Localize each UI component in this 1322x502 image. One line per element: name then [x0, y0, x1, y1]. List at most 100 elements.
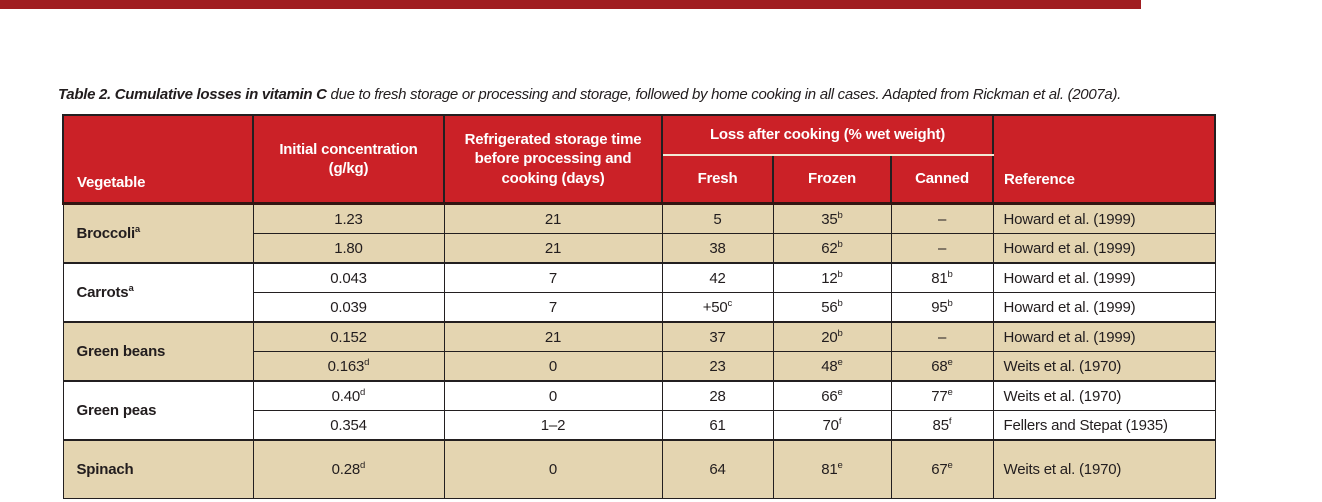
cell-value: –	[937, 210, 947, 228]
cell-value: 66	[821, 387, 838, 405]
cell-loss-frozen: 56b	[772, 292, 892, 323]
footnote-marker: c	[727, 297, 733, 309]
cell-value: 77	[931, 387, 948, 405]
cell-storage-days: 7	[443, 292, 663, 323]
cell-loss-canned: 77e	[890, 380, 994, 411]
cell-loss-frozen: 81e	[772, 439, 892, 499]
caption-text: due to fresh storage or processing and s…	[326, 86, 1122, 103]
vegetable-name: Spinach	[76, 461, 134, 478]
footnote-marker: b	[837, 238, 843, 250]
cell-reference: Howard et al. (1999)	[992, 292, 1216, 323]
table-caption: Table 2. Cumulative losses in vitamin C …	[58, 86, 1308, 103]
cell-value: 48	[821, 357, 838, 375]
cell-loss-frozen: 35b	[772, 202, 892, 234]
cell-loss-frozen: 62b	[772, 233, 892, 264]
cell-loss-fresh: 37	[661, 321, 774, 352]
table-header: Vegetable Initial concentration (g/kg) R…	[62, 114, 1217, 205]
cell-reference: Howard et al. (1999)	[992, 262, 1216, 293]
cell-loss-frozen: 20b	[772, 321, 892, 352]
cell-loss-fresh: 5	[661, 202, 774, 234]
cell-value: 62	[821, 239, 838, 257]
top-accent-bar	[0, 0, 1141, 9]
table-row: Carrotsa 0.043 7 42 12b 81b Howard et al…	[62, 262, 1216, 323]
cell-value: Weits et al. (1970)	[1003, 357, 1122, 375]
cell-storage-days: 21	[443, 233, 663, 264]
cell-initial-concentration: 0.40d	[252, 380, 445, 411]
cell-storage-days: 21	[443, 321, 663, 352]
header-fresh: Fresh	[661, 154, 774, 205]
vegetable-name: Broccoli	[76, 225, 136, 242]
vitamin-c-loss-table: Vegetable Initial concentration (g/kg) R…	[62, 114, 1217, 499]
table-body: Broccoli a 1.23 21 5 35b – Howard et al. …	[62, 202, 1216, 499]
footnote-marker: e	[837, 460, 843, 471]
cell-reference: Fellers and Stepat (1935)	[992, 410, 1216, 441]
cell-value: 85	[932, 416, 950, 434]
header-frozen: Frozen	[772, 154, 892, 205]
cell-value: 0.152	[330, 328, 367, 346]
cell-loss-fresh: 28	[661, 380, 774, 411]
caption-title: Table 2. Cumulative losses in vitamin C	[58, 86, 327, 103]
cell-reference: Howard et al. (1999)	[992, 321, 1216, 352]
cell-value: 23	[709, 357, 726, 375]
header-row-main: Vegetable Initial concentration (g/kg) R…	[62, 114, 1217, 205]
cell-value: 81	[821, 461, 838, 478]
cell-loss-fresh: 61	[661, 410, 774, 441]
cell-loss-frozen: 48e	[772, 351, 892, 382]
cell-value: –	[937, 239, 947, 257]
cell-value: 20	[821, 328, 838, 346]
cell-value: 61	[709, 416, 726, 434]
cell-loss-frozen: 70f	[772, 410, 892, 441]
cell-value: 21	[544, 239, 562, 257]
footnote-marker: e	[837, 386, 843, 398]
header-reference: Reference	[992, 114, 1217, 205]
cell-initial-concentration: 1.80	[252, 233, 445, 264]
cell-value: 1.80	[334, 239, 363, 257]
table-row: 0.163d 0 23 48e 68e Weits et al. (1970)	[63, 351, 1216, 382]
cell-storage-days: 0	[443, 439, 663, 499]
cell-value: 7	[548, 269, 558, 287]
cell-value: 68	[931, 357, 948, 375]
cell-value: 81	[931, 269, 948, 287]
cell-value: 0.043	[330, 269, 367, 287]
cell-value: 7	[548, 298, 558, 316]
cell-reference: Weits et al. (1970)	[992, 380, 1216, 411]
footnote-marker: e	[947, 386, 953, 398]
table-row: Broccolia 1.23 21 5 35b – Howard et al. …	[62, 202, 1216, 264]
cell-loss-fresh: 42	[661, 262, 774, 293]
cell-value: 21	[544, 210, 562, 228]
cell-loss-fresh: +50c	[661, 292, 774, 323]
cell-loss-canned: –	[890, 202, 994, 234]
cell-value: 67	[931, 461, 948, 478]
cell-loss-canned: 85f	[890, 410, 994, 441]
footnote-marker: b	[947, 268, 953, 280]
cell-vegetable: Carrotsa	[62, 262, 254, 323]
vegetable-name: Green beans	[76, 343, 166, 360]
cell-value: Howard et al. (1999)	[1003, 239, 1136, 257]
footnote-marker: a	[128, 283, 134, 294]
header-canned: Canned	[889, 154, 995, 205]
cell-value: 12	[821, 269, 838, 287]
cell-value: 5	[713, 210, 722, 228]
cell-value: 56	[821, 298, 838, 316]
cell-loss-fresh: 23	[661, 351, 774, 382]
footnote-marker: b	[947, 297, 953, 309]
cell-loss-canned: –	[890, 321, 994, 352]
cell-initial-concentration: 1.23	[252, 202, 445, 234]
cell-value: Howard et al. (1999)	[1003, 328, 1136, 346]
header-row-sub: Fresh Frozen Canned	[63, 154, 1215, 205]
table-container: Vegetable Initial concentration (g/kg) R…	[62, 114, 1217, 499]
table-row: Spinach 0.28d 0 64 81e 67e Weits et al. …	[62, 439, 1216, 499]
cell-initial-concentration: 0.043	[252, 262, 445, 293]
cell-reference: Howard et al. (1999)	[992, 202, 1216, 234]
cell-loss-canned: 81b	[890, 262, 994, 293]
vegetable-name: Carrots	[76, 284, 129, 301]
footnote-marker: d	[360, 460, 366, 471]
footnote-marker: f	[948, 415, 952, 427]
cell-value: 0.163	[327, 357, 365, 375]
cell-value: Howard et al. (1999)	[1003, 269, 1136, 287]
footnote-marker: b	[837, 297, 843, 309]
cell-value: 64	[709, 461, 726, 478]
header-refrigerated-storage: Refrigerated storage time before process…	[443, 114, 663, 205]
cell-initial-concentration: 0.039	[252, 292, 445, 323]
cell-value: Weits et al. (1970)	[1003, 461, 1122, 478]
